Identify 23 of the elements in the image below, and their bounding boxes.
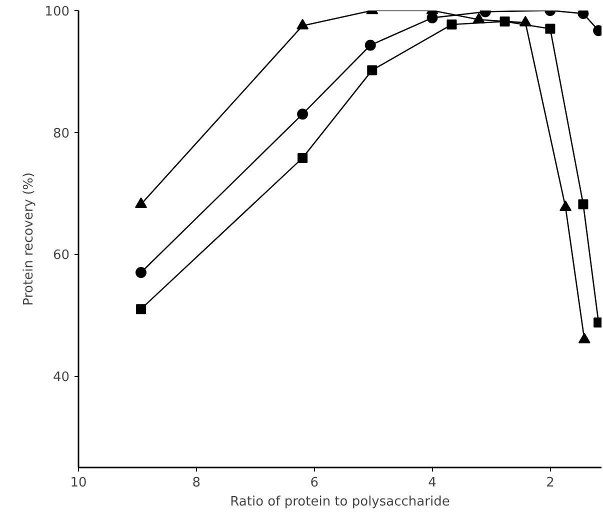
x-axis-title: Ratio of protein to polysaccharide <box>230 494 450 510</box>
point <box>446 20 457 30</box>
y-tick-label: 40 <box>52 370 70 386</box>
x-tick-label: 4 <box>428 476 436 490</box>
point <box>500 16 510 26</box>
point <box>298 152 308 163</box>
y-tick-label: 80 <box>52 126 70 142</box>
x-tick-label: 2 <box>546 476 554 490</box>
point <box>136 267 146 278</box>
point <box>367 65 378 76</box>
x-tick-label: 8 <box>192 476 201 490</box>
x-tick-label: 6 <box>310 476 318 490</box>
point <box>578 199 588 210</box>
point <box>297 108 308 120</box>
point <box>136 304 146 314</box>
x-tick-label: 10 <box>70 476 87 490</box>
point <box>545 24 556 34</box>
point <box>578 332 590 344</box>
y-axis-title: Protein recovery (%) <box>22 172 37 306</box>
point <box>364 40 376 51</box>
y-tick-label: 60 <box>52 248 70 264</box>
y-tick-label: 100 <box>44 4 70 20</box>
point <box>578 10 589 20</box>
